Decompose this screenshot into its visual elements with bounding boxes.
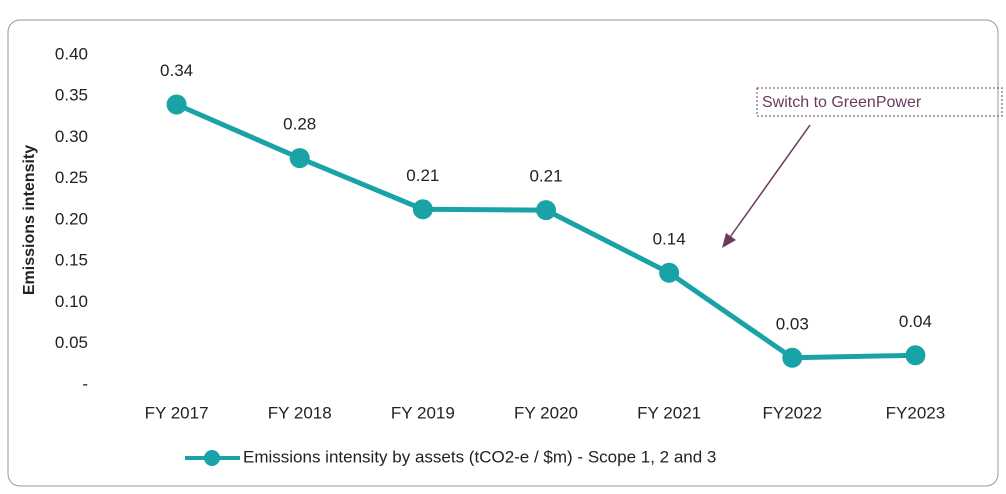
annotation-arrow	[727, 124, 811, 241]
point	[659, 262, 680, 283]
y-tick-label: 0.35	[55, 86, 88, 105]
data-label: 0.21	[529, 167, 562, 186]
annotation-arrowhead	[722, 233, 736, 248]
point	[536, 200, 556, 221]
y-tick-label: 0.25	[55, 168, 88, 187]
annotation: Switch to GreenPower	[762, 94, 922, 111]
x-tick-label: FY 2021	[637, 403, 701, 422]
data-label: 0.03	[776, 314, 809, 333]
point	[166, 94, 187, 115]
point	[782, 347, 803, 368]
data-label: 0.14	[653, 229, 686, 248]
data-label: 0.04	[899, 312, 932, 331]
x-tick-label: FY 2020	[514, 403, 578, 422]
data-label: 0.28	[283, 115, 316, 134]
y-tick-label: 0.10	[55, 292, 88, 311]
y-axis-title: Emissions intensity	[21, 145, 38, 295]
x-tick-label: FY 2018	[268, 403, 332, 422]
y-tick-label: 0.05	[55, 333, 88, 352]
x-tick-label: FY2022	[763, 403, 823, 422]
y-tick-label: 0.20	[55, 209, 88, 228]
y-tick-label: -	[82, 374, 88, 393]
point	[905, 345, 926, 366]
legend-label: Emissions intensity by assets (tCO2-e / …	[243, 447, 716, 466]
legend-marker	[204, 450, 220, 466]
data-label: 0.21	[406, 166, 439, 185]
y-tick-label: 0.40	[55, 44, 88, 63]
y-tick-label: 0.30	[55, 127, 88, 146]
x-tick-label: FY 2019	[391, 403, 455, 422]
point	[289, 148, 310, 169]
annotation-box	[756, 87, 1003, 117]
x-tick-label: FY 2017	[145, 403, 209, 422]
point	[412, 199, 433, 220]
x-tick-label: FY2023	[886, 403, 946, 422]
data-label: 0.34	[160, 61, 193, 80]
y-tick-label: 0.15	[55, 251, 88, 270]
